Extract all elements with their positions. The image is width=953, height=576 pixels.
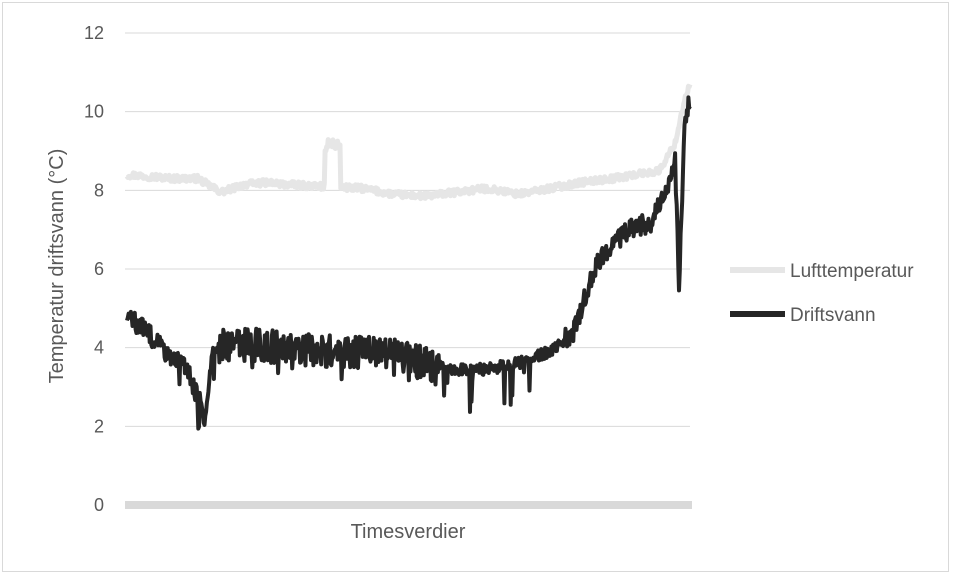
y-tick-label-6: 6 <box>94 259 104 279</box>
legend-label-driftsvann: Driftsvann <box>790 305 876 326</box>
y-tick-label-8: 8 <box>94 180 104 200</box>
legend: Lufttemperatur Driftsvann <box>730 261 914 326</box>
y-tick-label-0: 0 <box>94 495 104 515</box>
y-axis-ticks: 0 2 4 6 8 10 12 <box>84 23 104 515</box>
series-line-driftsvann <box>125 95 692 431</box>
y-tick-label-2: 2 <box>94 416 104 436</box>
legend-label-lufttemperatur: Lufttemperatur <box>790 261 914 282</box>
y-tick-label-4: 4 <box>94 338 104 358</box>
series-lines <box>124 83 693 431</box>
series-line-lufttemperatur <box>124 83 693 202</box>
y-axis-title: Temperatur driftsvann (°C) <box>46 149 68 384</box>
y-tick-label-10: 10 <box>84 102 104 122</box>
x-axis-title: Timesverdier <box>351 521 466 543</box>
y-tick-label-12: 12 <box>84 23 104 43</box>
x-axis-band <box>125 501 692 509</box>
